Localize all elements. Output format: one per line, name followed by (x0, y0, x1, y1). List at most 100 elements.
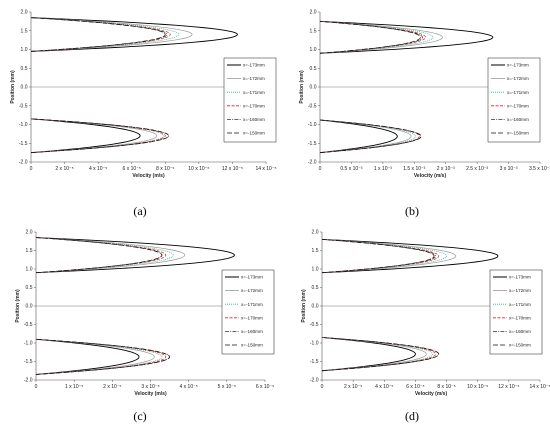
x-tick-label: 8 x 10⁻⁵ (156, 166, 174, 172)
series-line-lower (319, 119, 398, 154)
series-line-upper (35, 237, 235, 274)
legend-label: x=-172mm (509, 288, 531, 293)
series-line-lower (321, 337, 440, 372)
y-tick-label: 0.5 (310, 66, 317, 72)
x-tick-label: 0 (319, 166, 322, 172)
legend-box (223, 57, 277, 143)
x-tick-label: 2.5 x 10⁻³ (466, 166, 488, 172)
legend-label: x=-170mm (243, 103, 265, 108)
x-axis-label: Velocity (m/s) (414, 173, 447, 179)
x-tick-label: 10 x 10⁻⁵ (467, 384, 488, 390)
legend-label: x=-173mm (507, 63, 529, 68)
legend-label: x=-150mm (507, 131, 529, 136)
y-tick-label: 1.0 (21, 47, 28, 53)
legend-box (489, 269, 543, 355)
y-tick-label: 2.0 (310, 10, 317, 16)
legend-label: x=-171mm (243, 90, 265, 95)
x-tick-label: 14 x 10⁻⁵ (255, 166, 276, 172)
y-tick-label: 2.0 (312, 230, 319, 236)
legend-label: x=-171mm (509, 302, 531, 307)
panel-label-b: (b) (405, 204, 419, 218)
x-tick-label: 4 x 10⁻⁵ (89, 166, 107, 172)
x-tick-label: 12 x 10⁻⁵ (498, 384, 519, 390)
series-line-lower (321, 337, 427, 372)
x-tick-label: 2 x 10⁻³ (437, 166, 455, 172)
series-line-lower (30, 118, 158, 153)
y-tick-label: -1.5 (308, 141, 317, 147)
y-tick-label: -0.5 (24, 322, 33, 328)
x-tick-label: 8 x 10⁻⁵ (437, 384, 455, 390)
legend-label: x=-173mm (241, 275, 263, 280)
series-line-lower (319, 119, 422, 153)
x-axis-label: Velocity (m/s) (134, 391, 167, 397)
y-tick-label: -2.0 (308, 160, 317, 166)
y-tick-label: 0.5 (312, 285, 319, 291)
x-tick-label: 0.5 x 10⁻³ (340, 166, 362, 172)
legend-label: x=-160mm (241, 329, 263, 334)
series-line-upper (319, 21, 421, 54)
series-line-upper (319, 21, 443, 54)
y-tick-label: 0.0 (310, 85, 317, 91)
series-line-upper (321, 239, 457, 274)
series-line-lower (321, 337, 433, 372)
panel-label-c: (c) (133, 409, 147, 423)
legend-label: x=-150mm (509, 343, 531, 348)
series-line-upper (35, 237, 186, 274)
x-tick-label: 14 x 10⁻⁵ (529, 384, 550, 390)
y-tick-label: 1.0 (310, 47, 317, 53)
y-axis-label: Position (mm) (10, 70, 16, 104)
y-tick-label: 1.5 (312, 248, 319, 254)
y-tick-label: -2.0 (24, 378, 33, 384)
series-line-upper (30, 17, 180, 52)
x-tick-label: 1 x 10⁻³ (374, 166, 392, 172)
y-tick-label: 0.0 (26, 304, 33, 310)
y-axis-label: Position (mm) (299, 70, 305, 104)
series-line-upper (35, 237, 174, 274)
series-line-upper (321, 239, 435, 274)
x-axis-label: Velocity (m/s) (132, 173, 165, 179)
y-tick-label: -0.5 (308, 103, 317, 109)
legend-label: x=-172mm (243, 76, 265, 81)
legend-label: x=-171mm (241, 302, 263, 307)
legend-label: x=-170mm (507, 103, 529, 108)
x-tick-label: 6 x 10⁻⁵ (123, 166, 141, 172)
series-line-upper (321, 239, 447, 274)
y-tick-label: 1.0 (312, 267, 319, 273)
legend-label: x=-160mm (243, 117, 265, 122)
x-axis-label: Velocity (m/s) (415, 391, 448, 397)
chart-panel-2: -2.0 -1.5 -1.0 -0.5 0.0 0.5 1.0 1.5 2.0 0 0.5 x 10… (299, 10, 550, 179)
legend-box (221, 269, 275, 355)
y-tick-label: -1.5 (19, 141, 28, 147)
y-tick-label: 1.5 (21, 28, 28, 34)
y-tick-label: -1.5 (24, 359, 33, 365)
series-line-lower (35, 338, 170, 375)
chart-panel-1: -2.0 -1.5 -1.0 -0.5 0.0 0.5 1.0 1.5 2.0 0 2 x 10⁻⁵… (10, 10, 277, 179)
panel-label-d: (d) (405, 409, 419, 423)
legend-box (487, 57, 541, 143)
x-tick-label: 1 x 10⁻⁵ (65, 384, 83, 390)
y-tick-label: 0.5 (26, 285, 33, 291)
legend-label: x=-172mm (507, 76, 529, 81)
series-line-upper (35, 237, 163, 274)
y-axis-label: Position (mm) (15, 289, 21, 323)
y-tick-label: 0.0 (312, 304, 319, 310)
x-tick-label: 4 x 10⁻⁵ (179, 384, 197, 390)
series-line-upper (319, 20, 494, 54)
y-tick-label: -1.0 (24, 341, 33, 347)
legend-label: x=-173mm (509, 275, 531, 280)
x-tick-label: 2 x 10⁻⁵ (344, 384, 362, 390)
y-tick-label: -2.0 (310, 378, 319, 384)
y-tick-label: -1.0 (19, 122, 28, 128)
y-tick-label: 0.0 (21, 85, 28, 91)
x-tick-label: 2 x 10⁻⁵ (55, 166, 73, 172)
legend-label: x=-172mm (241, 288, 263, 293)
x-tick-label: 0 (321, 384, 324, 390)
series-line-lower (30, 118, 164, 153)
series-line-lower (35, 338, 140, 375)
y-tick-label: 0.5 (21, 66, 28, 72)
x-tick-label: 0 (30, 166, 33, 172)
x-tick-label: 0 (35, 384, 38, 390)
x-tick-label: 10 x 10⁻⁵ (188, 166, 209, 172)
y-tick-label: -0.5 (19, 103, 28, 109)
